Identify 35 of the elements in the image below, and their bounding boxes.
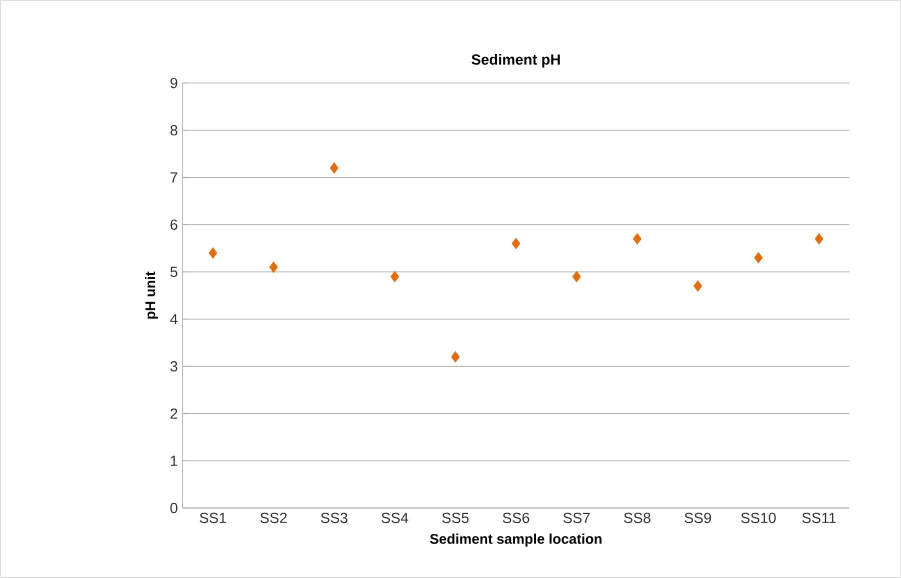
y-tick-label: 5 (170, 266, 178, 278)
point (330, 162, 338, 174)
point (451, 351, 460, 362)
y-tick-label: 6 (170, 219, 178, 230)
y-tick-label: 3 (170, 361, 178, 372)
x-tick-label: SS10 (741, 512, 776, 524)
point (208, 247, 218, 259)
y-tick-label: 9 (170, 78, 178, 88)
y-tick-label: 1 (170, 456, 178, 466)
y-tick-label: 7 (170, 172, 178, 182)
x-tick-label: SS11 (802, 512, 836, 524)
y-axis-title: pH unit (144, 272, 158, 319)
x-tick-label: SS8 (624, 512, 650, 524)
x-tick-label: SS6 (502, 512, 530, 524)
point (694, 280, 702, 292)
x-tick-label: SS4 (382, 512, 408, 524)
chart-title: Sediment pH (472, 54, 560, 68)
x-tick-label: SS5 (442, 512, 469, 524)
y-tick-label: 8 (170, 125, 178, 136)
point (632, 233, 642, 244)
x-axis-title: Sediment sample location (430, 534, 602, 547)
y-tick-label: 4 (170, 314, 178, 324)
point (390, 271, 400, 282)
x-tick-label: SS7 (563, 512, 590, 524)
point (572, 271, 581, 282)
point (512, 238, 520, 250)
y-tick-label: 2 (170, 408, 178, 419)
x-tick-label: SS2 (260, 512, 287, 524)
x-tick-label: SS1 (200, 512, 226, 524)
y-tick-label: 0 (170, 502, 178, 514)
x-tick-label: SS9 (684, 512, 711, 524)
point (814, 233, 824, 244)
x-tick-label: SS3 (320, 512, 348, 524)
point (269, 262, 278, 273)
point (754, 252, 763, 264)
